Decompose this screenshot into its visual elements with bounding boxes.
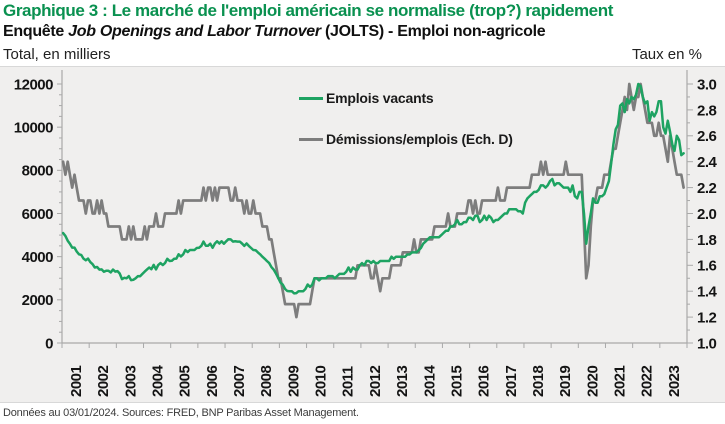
year-tick-label: 2006 [204,365,221,397]
year-tick-label: 2016 [476,365,493,397]
right-axis: 1.0 1.2 1.4 1.6 1.8 2.0 2.2 2.4 2.6 2.8 3.0 [687,76,718,352]
right-tick-label: 2.0 [697,206,717,223]
quits-line-swatch [299,137,323,141]
page-title: Graphique 3 : Le marché de l'emploi amér… [3,1,613,20]
legend-label-vacancies: Emplois vacants [326,90,434,106]
axes [61,70,688,344]
x-axis: 2001 2002 2003 2004 2005 2006 2007 2008 2009 2010… [61,343,688,397]
vacancies-line-swatch [299,96,323,100]
right-tick-label: 2.6 [697,128,717,145]
right-tick-label: 1.2 [697,310,717,327]
subtitle-survey-name: Job Openings and Labor Turnover [68,23,321,40]
left-tick-label: 0 [45,335,53,352]
year-tick-label: 2014 [421,364,438,397]
subtitle-suffix: (JOLTS) - Emploi non-agricole [320,23,546,40]
left-tick-label: 2000 [22,292,54,309]
quits-series-line [61,82,685,319]
year-tick-label: 2018 [530,365,547,397]
right-tick-label: 1.0 [697,335,717,352]
year-tick-label: 2020 [584,365,601,397]
right-axis-caption: Taux en % [631,46,702,63]
year-tick-label: 2023 [666,365,683,397]
year-tick-label: 2015 [448,365,465,397]
year-tick-label: 2019 [557,365,574,397]
year-tick-label: 2008 [258,365,275,397]
right-tick-label: 1.6 [697,258,717,275]
right-tick-label: 1.4 [697,284,718,301]
chart-subtitle: Enquête Job Openings and Labor Turnover … [3,23,546,41]
year-tick-label: 2010 [313,365,330,397]
right-tick-label: 2.8 [697,102,717,119]
year-tick-label: 2013 [394,365,411,397]
subtitle-prefix: Enquête [3,23,69,40]
legend-label-quits: Démissions/emplois (Ech. D) [326,131,513,147]
source-note: Données au 03/01/2024. Sources: FRED, BN… [3,407,359,419]
plot-background [0,66,725,403]
vacancies-series-line [61,82,685,295]
legend-item-vacancies: Emplois vacants [299,90,434,106]
year-tick-label: 2012 [367,365,384,397]
year-tick-label: 2003 [122,365,139,397]
right-tick-label: 3.0 [697,76,717,93]
right-tick-label: 2.4 [697,154,718,171]
legend-item-quits: Démissions/emplois (Ech. D) [299,131,513,147]
year-tick-label: 2017 [503,365,520,397]
year-tick-label: 2009 [285,365,302,397]
left-axis: 0 2000 4000 6000 8000 10000 12000 [14,76,62,352]
year-tick-label: 2011 [340,366,357,397]
left-axis-caption: Total, en milliers [3,46,111,63]
year-tick-label: 2005 [177,365,194,397]
year-tick-label: 2007 [231,365,248,397]
left-tick-label: 12000 [14,76,53,93]
year-tick-label: 2002 [95,365,112,397]
year-tick-label: 2004 [150,364,167,397]
year-tick-label: 2022 [639,365,656,397]
year-tick-label: 2001 [68,365,85,397]
left-tick-label: 6000 [22,206,54,223]
left-tick-label: 4000 [22,249,54,266]
left-tick-label: 10000 [14,120,53,137]
right-tick-label: 2.2 [697,180,717,197]
year-tick-label: 2021 [611,365,628,397]
right-tick-label: 1.8 [697,232,717,249]
left-tick-label: 8000 [22,163,54,180]
